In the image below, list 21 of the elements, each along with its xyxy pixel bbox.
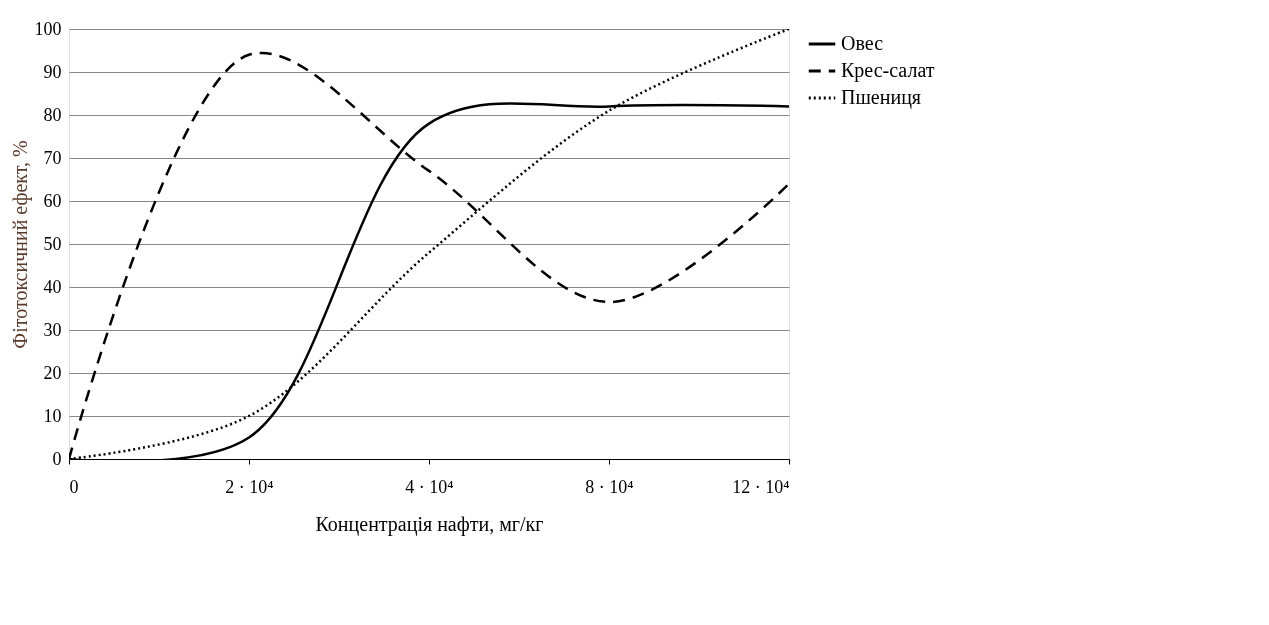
x-tick-label: 12 · 10⁴ — [732, 476, 790, 497]
y-tick-label: 70 — [43, 147, 62, 168]
y-tick-label: 90 — [43, 61, 62, 82]
x-tick-label: 2 · 10⁴ — [225, 476, 274, 497]
legend-label: Крес-салат — [841, 59, 935, 82]
y-tick-label: 0 — [52, 448, 62, 469]
x-axis-title: Концентрація нафти, мг/кг — [315, 512, 544, 536]
x-tick-label: 0 — [69, 476, 79, 497]
y-axis-title: Фітотоксичний ефект, % — [8, 140, 32, 349]
y-tick-label: 30 — [43, 319, 62, 340]
legend-label: Овес — [841, 32, 884, 54]
x-tick-label: 8 · 10⁴ — [585, 476, 634, 497]
legend-label: Пшениця — [841, 86, 922, 109]
x-tick-label: 4 · 10⁴ — [405, 476, 454, 497]
y-tick-label: 10 — [43, 405, 62, 426]
y-tick-label: 100 — [34, 18, 62, 39]
y-tick-label: 80 — [43, 104, 62, 125]
y-tick-label: 60 — [43, 190, 62, 211]
y-tick-label: 20 — [43, 362, 62, 383]
y-tick-label: 50 — [43, 233, 62, 254]
y-tick-label: 40 — [43, 276, 62, 297]
